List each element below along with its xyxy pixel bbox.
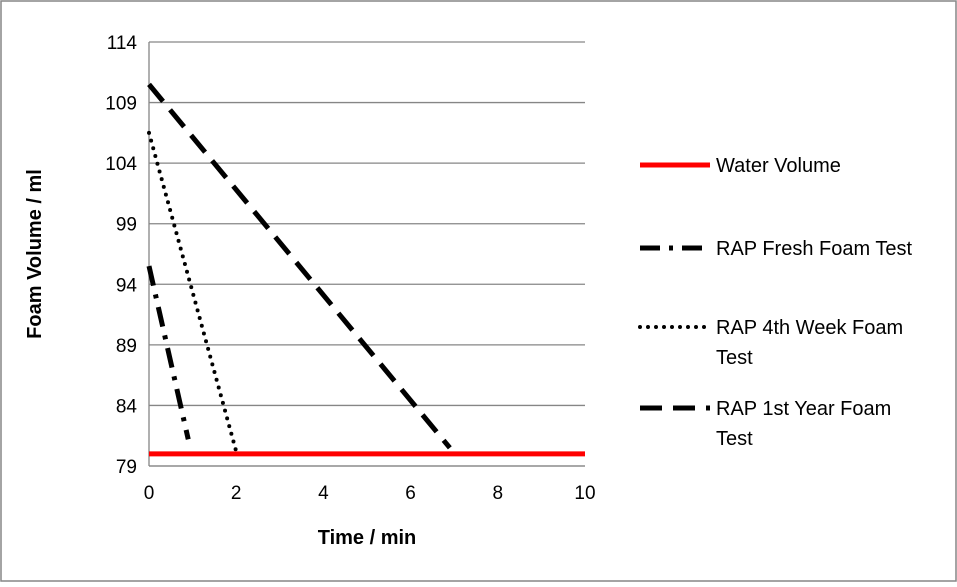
y-tick-label: 114 <box>107 33 138 54</box>
y-tick-label: 109 <box>105 94 137 115</box>
y-tick-label: 84 <box>116 396 138 417</box>
series-line-4 <box>147 82 452 450</box>
x-tick-label: 8 <box>493 483 504 504</box>
legend-label: RAP 1st Year Foam <box>716 398 891 420</box>
series-line-3 <box>147 130 239 454</box>
legend-label: Test <box>716 428 753 450</box>
y-axis-title: Foam Volume / ml <box>24 169 46 339</box>
tick-labels: 79 84 89 94 99 104 109 114 0 2 4 6 8 10 <box>105 33 595 504</box>
y-tick-label: 99 <box>116 215 137 236</box>
x-tick-label: 4 <box>318 483 329 504</box>
series-lines <box>146 82 585 457</box>
x-axis-title: Time / min <box>318 527 417 549</box>
legend-label: Water Volume <box>716 155 841 177</box>
legend-label: RAP Fresh Foam Test <box>716 238 912 260</box>
x-tick-label: 10 <box>574 483 595 504</box>
x-tick-label: 2 <box>231 483 242 504</box>
legend: Water Volume RAP Fresh Foam Test RAP 4th W… <box>638 155 912 450</box>
x-tick-label: 0 <box>144 483 155 504</box>
series-line-2 <box>146 265 191 440</box>
x-tick-label: 6 <box>405 483 416 504</box>
y-tick-label: 94 <box>116 275 138 296</box>
legend-label: Test <box>716 347 753 369</box>
axes <box>148 42 585 467</box>
y-tick-label: 79 <box>116 457 137 478</box>
y-tick-label: 89 <box>116 336 137 357</box>
legend-label: RAP 4th Week Foam <box>716 317 903 339</box>
y-tick-label: 104 <box>105 154 137 175</box>
